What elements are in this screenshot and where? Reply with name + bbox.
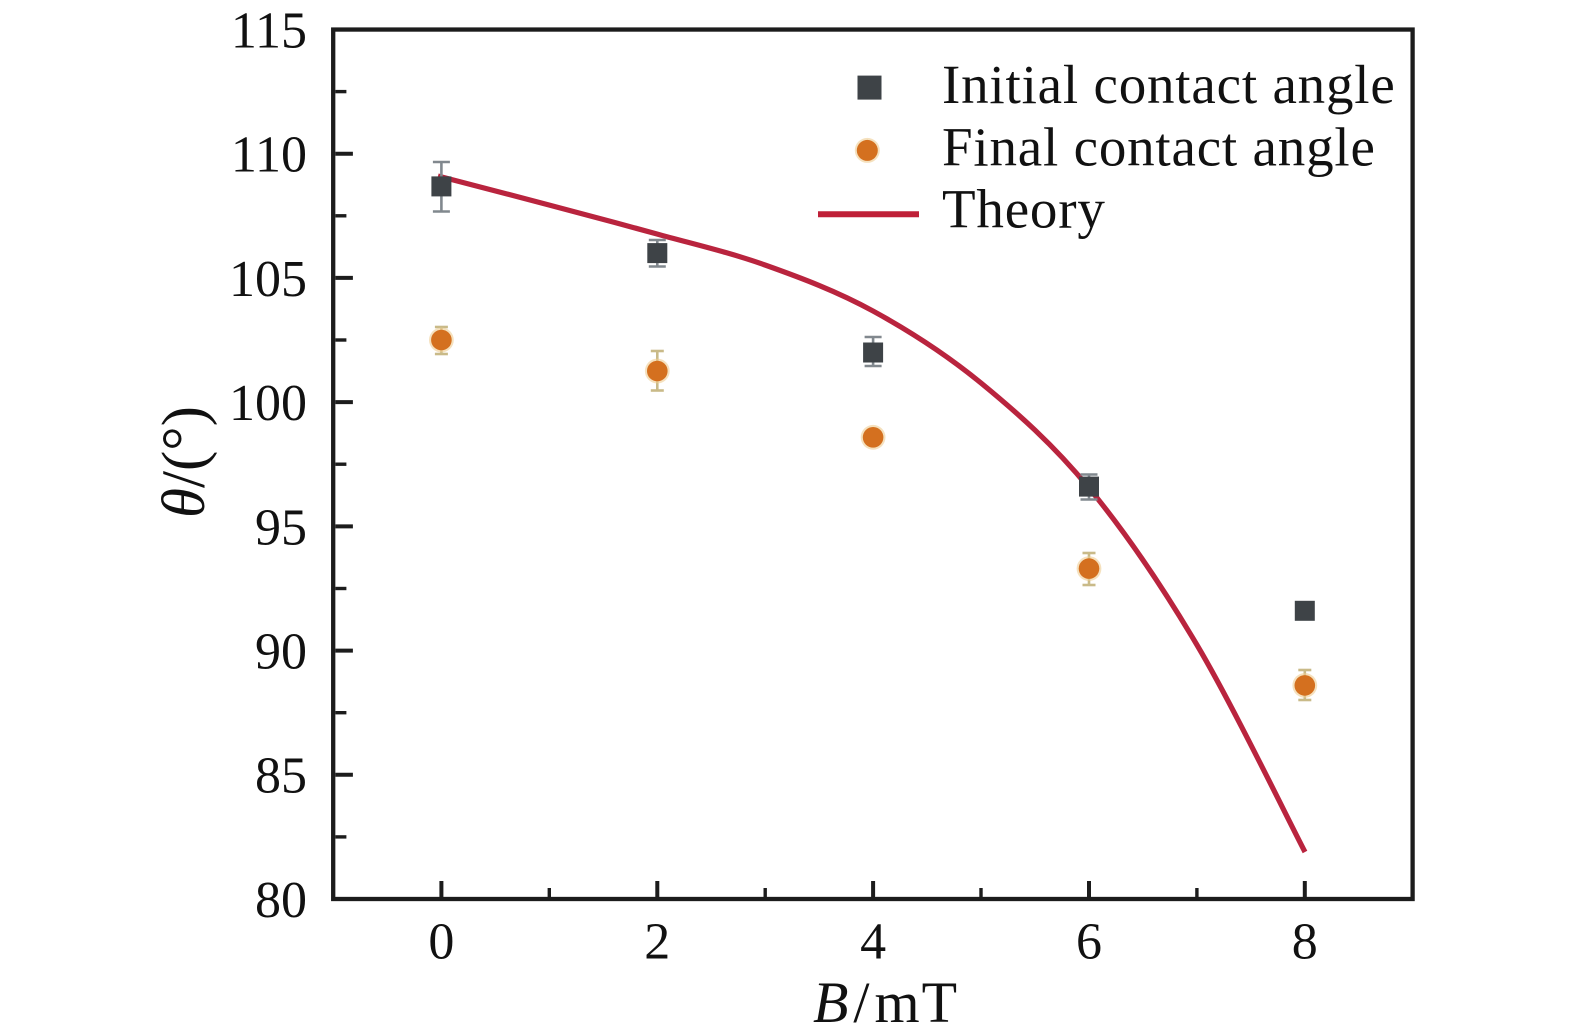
svg-text:115: 115 (231, 2, 307, 59)
svg-text:95: 95 (255, 499, 307, 556)
svg-text:4: 4 (860, 914, 886, 971)
svg-text:2: 2 (644, 914, 670, 971)
svg-text:Final contact angle: Final contact angle (942, 117, 1376, 178)
svg-text:100: 100 (229, 375, 307, 432)
svg-text:0: 0 (428, 914, 454, 971)
svg-text:85: 85 (255, 748, 307, 805)
svg-text:Theory: Theory (942, 179, 1106, 240)
svg-text:B/mT: B/mT (813, 970, 959, 1035)
svg-text:105: 105 (229, 251, 307, 308)
svg-text:8: 8 (1292, 914, 1318, 971)
svg-text:6: 6 (1076, 914, 1102, 971)
svg-text:θ/(°): θ/(°) (151, 406, 218, 518)
svg-text:90: 90 (255, 624, 307, 681)
svg-text:110: 110 (231, 127, 307, 184)
svg-text:80: 80 (255, 872, 307, 929)
svg-text:Initial contact angle: Initial contact angle (942, 54, 1396, 115)
